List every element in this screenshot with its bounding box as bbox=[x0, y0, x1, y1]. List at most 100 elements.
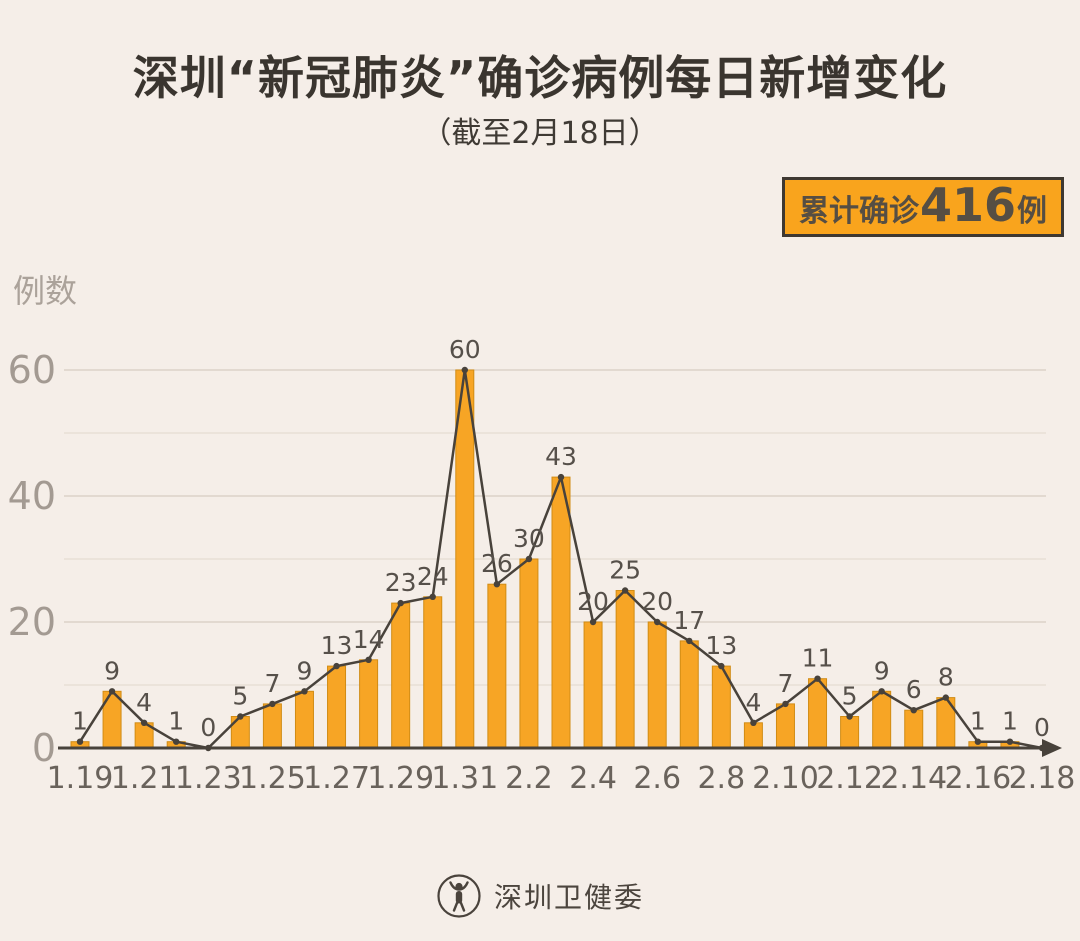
bar-2.7 bbox=[679, 640, 699, 749]
value-label-2.11: 11 bbox=[802, 644, 834, 673]
point-marker-2.12 bbox=[846, 713, 853, 720]
bar-2.11 bbox=[808, 678, 828, 749]
value-label-1.26: 9 bbox=[297, 656, 313, 685]
bar-1.27 bbox=[327, 665, 347, 749]
point-marker-2.5 bbox=[621, 587, 629, 594]
point-marker-2.17 bbox=[1006, 738, 1014, 745]
point-marker-2.15 bbox=[942, 694, 949, 701]
bar-2.5 bbox=[615, 590, 635, 749]
point-marker-1.19 bbox=[76, 738, 84, 745]
point-marker-1.29 bbox=[397, 599, 404, 607]
value-label-1.25: 7 bbox=[264, 669, 280, 698]
point-marker-2.2 bbox=[525, 555, 533, 563]
point-marker-1.24 bbox=[237, 713, 244, 720]
point-marker-2.10 bbox=[782, 700, 789, 708]
bar-2.12 bbox=[840, 716, 860, 749]
bar-2.2 bbox=[519, 558, 539, 749]
value-label-1.31: 60 bbox=[449, 335, 481, 364]
value-label-2.2: 30 bbox=[513, 524, 545, 553]
y-tick-label: 40 bbox=[8, 474, 56, 518]
x-tick-label-1.19: 1.19 bbox=[47, 761, 114, 796]
x-axis-arrow-icon bbox=[1042, 739, 1062, 757]
bar-2.4 bbox=[583, 621, 603, 749]
value-label-2.10: 7 bbox=[778, 669, 794, 698]
point-marker-2.13 bbox=[878, 688, 885, 695]
value-label-2.4: 20 bbox=[577, 587, 609, 616]
value-label-2.9: 4 bbox=[745, 688, 761, 717]
y-tick-label: 20 bbox=[8, 600, 56, 644]
x-tick-label-1.23: 1.23 bbox=[175, 761, 242, 796]
point-marker-2.8 bbox=[718, 662, 725, 670]
value-label-2.17: 1 bbox=[1002, 707, 1018, 736]
x-tick-label-2.14: 2.14 bbox=[880, 761, 947, 796]
bar-2.3 bbox=[551, 476, 571, 749]
value-label-1.28: 14 bbox=[353, 625, 385, 654]
value-label-2.5: 25 bbox=[609, 556, 641, 585]
x-tick-label-2.16: 2.16 bbox=[944, 761, 1011, 796]
value-label-2.18: 0 bbox=[1034, 713, 1050, 742]
y-tick-label: 0 bbox=[32, 726, 56, 770]
point-marker-2.16 bbox=[974, 738, 982, 745]
y-axis-label: 例数 bbox=[13, 272, 78, 310]
value-label-2.15: 8 bbox=[938, 663, 954, 692]
x-tick-label-1.21: 1.21 bbox=[111, 761, 178, 796]
point-marker-1.22 bbox=[173, 738, 180, 745]
bar-2.9 bbox=[743, 722, 763, 749]
bar-1.31 bbox=[455, 369, 475, 749]
x-tick-label-2.2: 2.2 bbox=[505, 761, 553, 796]
bar-1.25 bbox=[262, 703, 282, 749]
x-tick-label-1.25: 1.25 bbox=[239, 761, 306, 796]
value-label-2.14: 6 bbox=[906, 675, 922, 704]
x-tick-label-2.12: 2.12 bbox=[816, 761, 883, 796]
value-label-1.24: 5 bbox=[232, 682, 248, 711]
badge-suffix-label: 例 bbox=[1017, 194, 1047, 229]
x-tick-label-2.4: 2.4 bbox=[569, 761, 617, 796]
point-marker-1.31 bbox=[461, 366, 468, 374]
bar-2.1 bbox=[487, 583, 507, 749]
cumulative-total-badge: 累计确诊 416 例 bbox=[781, 177, 1064, 237]
value-label-1.21: 4 bbox=[136, 688, 152, 717]
value-label-1.22: 1 bbox=[168, 707, 184, 736]
page-title: 深圳“新冠肺炎”确诊病例每日新增变化 bbox=[132, 51, 948, 105]
value-label-2.3: 43 bbox=[545, 442, 577, 471]
y-tick-label: 60 bbox=[8, 348, 56, 392]
point-marker-2.6 bbox=[654, 618, 661, 626]
value-label-1.29: 23 bbox=[385, 568, 417, 597]
point-marker-2.3 bbox=[557, 473, 565, 481]
point-marker-1.27 bbox=[333, 662, 340, 670]
point-marker-1.28 bbox=[365, 656, 372, 663]
x-tick-label-2.8: 2.8 bbox=[697, 761, 745, 796]
point-marker-1.20 bbox=[108, 688, 116, 695]
x-tick-label-2.10: 2.10 bbox=[752, 761, 819, 796]
value-label-2.13: 9 bbox=[874, 656, 890, 685]
point-marker-1.30 bbox=[429, 593, 436, 600]
x-tick-label-2.6: 2.6 bbox=[633, 761, 681, 796]
value-label-2.6: 20 bbox=[641, 587, 673, 616]
bar-2.6 bbox=[647, 621, 667, 749]
health-commission-emblem-icon bbox=[437, 874, 481, 918]
bar-1.30 bbox=[423, 596, 443, 749]
bar-2.14 bbox=[904, 709, 924, 749]
source-name: 深圳卫健委 bbox=[493, 881, 644, 914]
bar-2.13 bbox=[872, 690, 892, 749]
x-tick-label-1.31: 1.31 bbox=[431, 761, 498, 796]
x-tick-label-1.29: 1.29 bbox=[367, 761, 434, 796]
bar-2.10 bbox=[775, 703, 795, 749]
value-label-1.20: 9 bbox=[104, 656, 120, 685]
page-subtitle: （截至2月18日） bbox=[421, 116, 659, 151]
point-marker-2.9 bbox=[750, 719, 757, 726]
badge-total-value: 416 bbox=[919, 178, 1016, 232]
point-marker-2.4 bbox=[589, 618, 597, 626]
value-label-2.8: 13 bbox=[705, 631, 737, 660]
x-tick-label-1.27: 1.27 bbox=[303, 761, 370, 796]
value-label-1.30: 24 bbox=[417, 562, 449, 591]
value-label-1.19: 1 bbox=[72, 707, 88, 736]
source-footer: 深圳卫健委 bbox=[0, 873, 1080, 919]
point-marker-1.26 bbox=[301, 688, 308, 695]
point-marker-2.14 bbox=[910, 707, 917, 714]
point-marker-2.11 bbox=[814, 675, 821, 682]
value-label-2.12: 5 bbox=[842, 682, 858, 711]
point-marker-1.25 bbox=[269, 700, 276, 708]
